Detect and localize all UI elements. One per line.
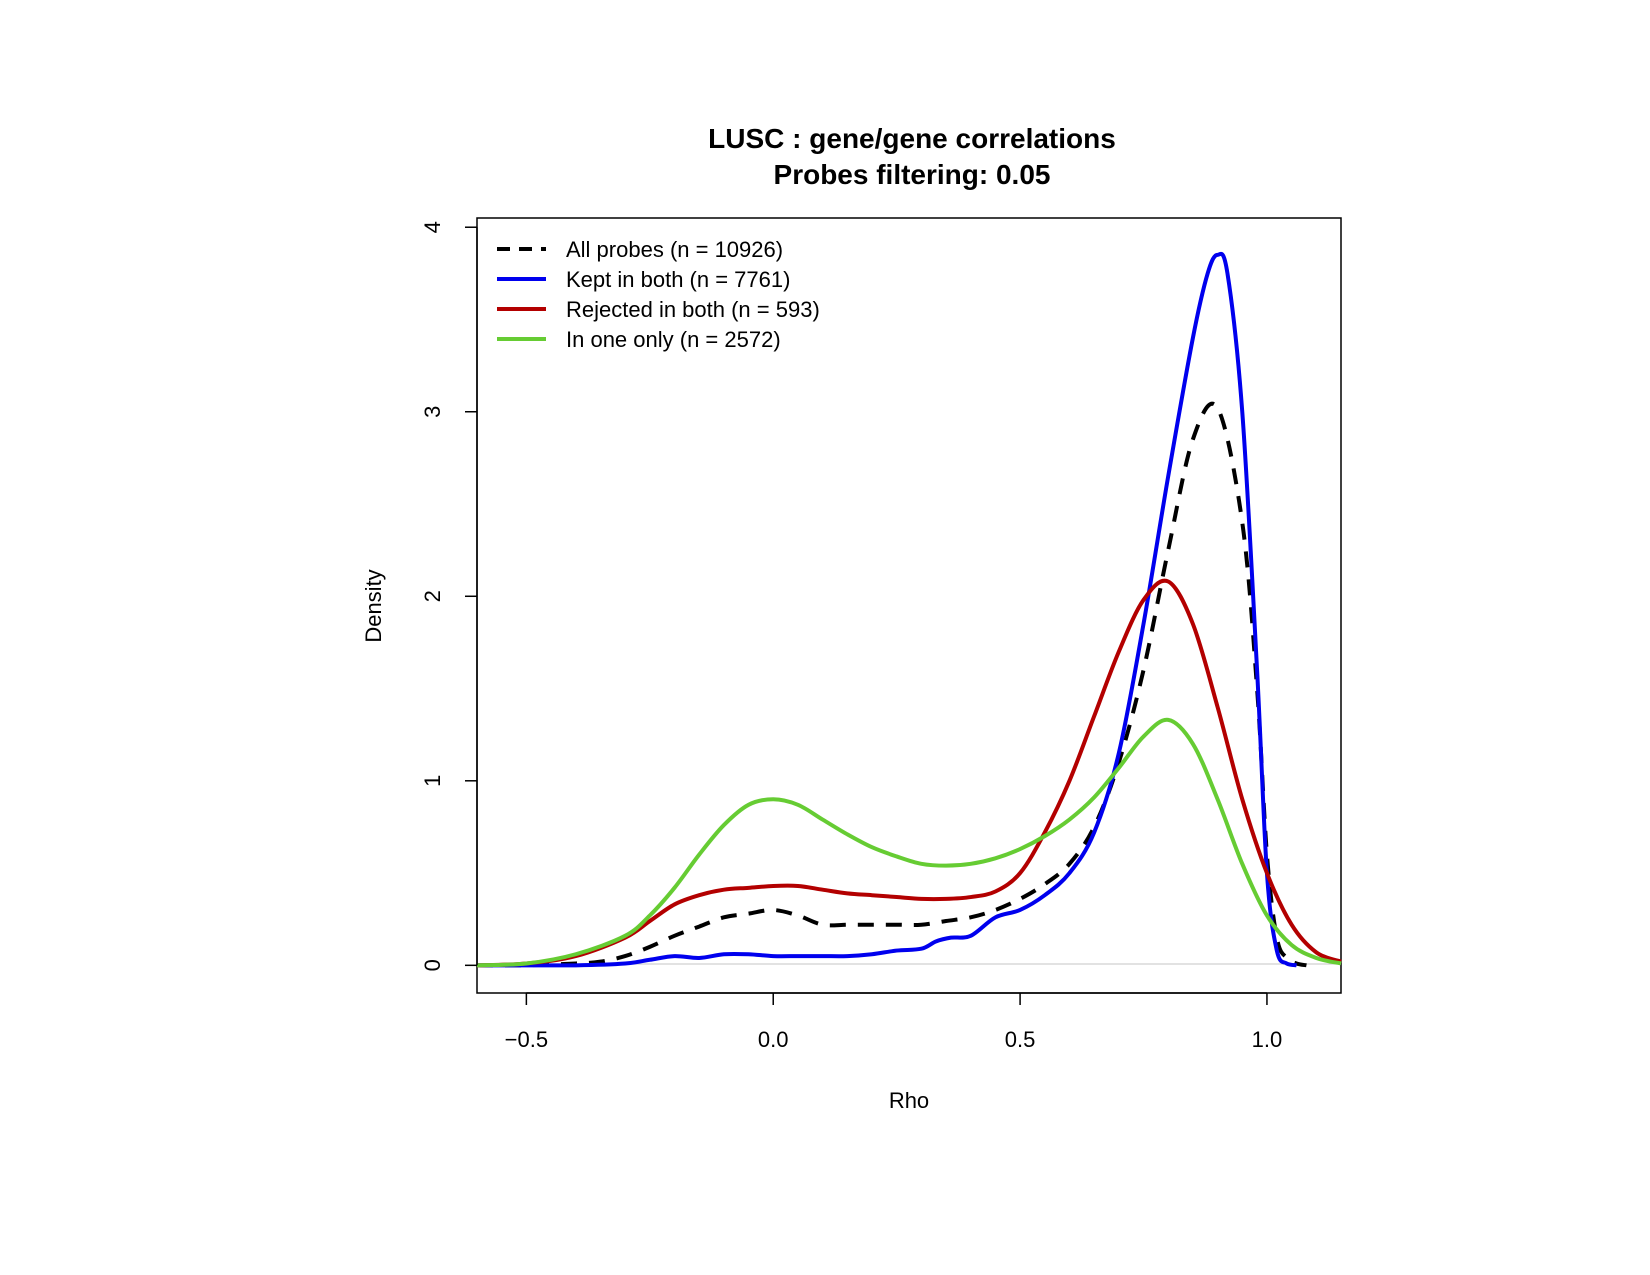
x-axis: −0.5 0.0 0.5 1.0 (505, 992, 1283, 1052)
x-tick-label: 1.0 (1252, 1027, 1283, 1052)
y-tick-label: 2 (420, 590, 445, 602)
y-axis: 0 1 2 3 4 (420, 221, 478, 971)
series-line-2 (476, 578, 1342, 968)
legend-label: Rejected in both (n = 593) (566, 297, 820, 322)
x-axis-label: Rho (889, 1088, 929, 1113)
series-line-3 (476, 717, 1342, 968)
chart-title: LUSC : gene/gene correlations (708, 123, 1116, 154)
legend-label: All probes (n = 10926) (566, 237, 783, 262)
y-tick-label: 4 (420, 221, 445, 233)
legend: All probes (n = 10926) Kept in both (n = … (497, 237, 820, 352)
y-tick-label: 1 (420, 775, 445, 787)
y-tick-label: 0 (420, 959, 445, 971)
x-tick-label: 0.0 (758, 1027, 789, 1052)
series-line-1 (476, 251, 1297, 968)
series-lines (476, 251, 1342, 968)
series-line-0 (476, 401, 1307, 968)
chart-subtitle: Probes filtering: 0.05 (774, 159, 1051, 190)
legend-label: In one only (n = 2572) (566, 327, 781, 352)
legend-label: Kept in both (n = 7761) (566, 267, 790, 292)
x-tick-label: −0.5 (505, 1027, 548, 1052)
x-tick-label: 0.5 (1005, 1027, 1036, 1052)
y-axis-label: Density (361, 569, 386, 642)
y-tick-label: 3 (420, 406, 445, 418)
